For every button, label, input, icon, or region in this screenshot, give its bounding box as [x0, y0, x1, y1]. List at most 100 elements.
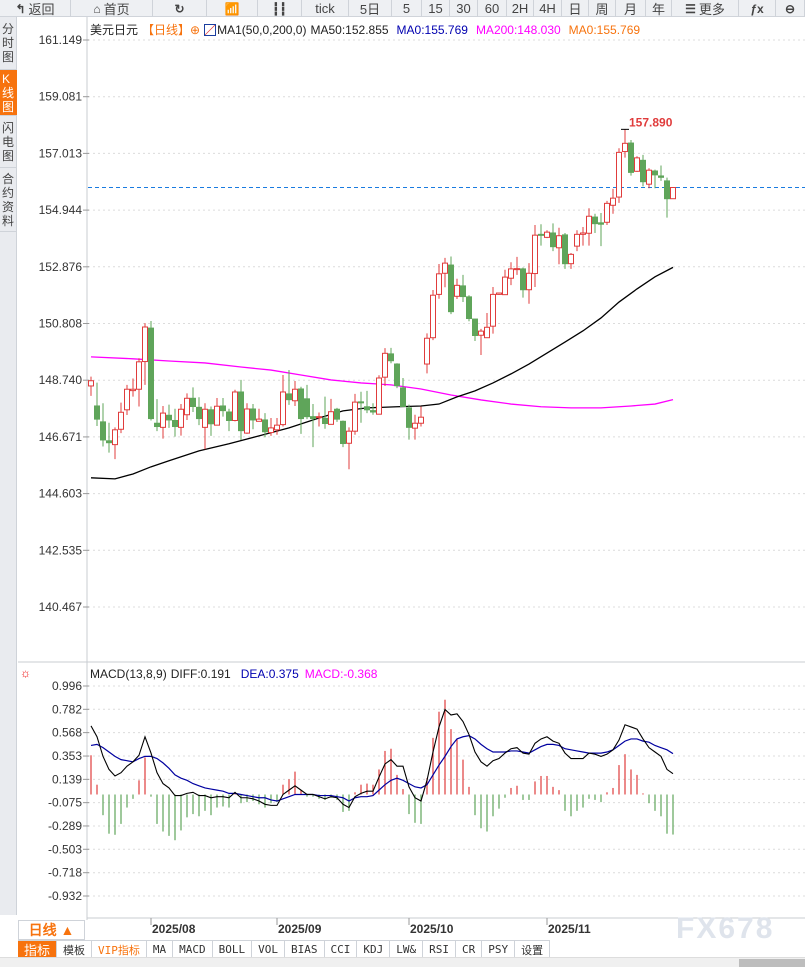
candle: [334, 407, 340, 422]
candle-body: [394, 363, 400, 387]
toolbar-button-tick[interactable]: tick: [302, 0, 349, 17]
price-tick-label: 146.671: [39, 430, 83, 444]
price-tick-label: 142.535: [39, 543, 83, 557]
candle-body: [112, 429, 118, 446]
candle-body: [586, 215, 592, 234]
candle: [484, 313, 490, 339]
toolbar-button-周[interactable]: 周: [589, 0, 616, 17]
candle: [514, 256, 520, 275]
toolbar-button-年[interactable]: 年: [646, 0, 672, 17]
indicator-tab[interactable]: LW&: [390, 941, 424, 958]
candle: [538, 224, 544, 246]
sidebar-tab[interactable]: K线图: [0, 70, 17, 116]
candle: [148, 320, 154, 421]
indicator-tab[interactable]: VIP指标: [92, 941, 147, 958]
indicator-tab[interactable]: BOLL: [213, 941, 253, 958]
candle: [472, 318, 478, 341]
indicator-tab[interactable]: 设置: [515, 941, 551, 958]
candle: [142, 323, 148, 385]
candle: [526, 263, 532, 304]
candle: [94, 382, 100, 426]
candle: [376, 375, 382, 415]
toolbar-button-更多[interactable]: ☰ 更多: [672, 0, 739, 17]
candle: [610, 188, 616, 214]
toolbar-button-candlestick[interactable]: ┇┇: [258, 0, 302, 17]
toolbar-button-返回[interactable]: ↰ 返回: [0, 0, 71, 17]
toolbar-button-indicator-chart[interactable]: 📶: [207, 0, 258, 17]
sidebar-tab[interactable]: 分时图: [0, 17, 17, 70]
date-tick-label: 2025/09: [278, 922, 322, 936]
sidebar-tab[interactable]: 闪电图: [0, 116, 17, 168]
candle: [652, 169, 658, 189]
candle-body: [322, 417, 328, 425]
price-tick-label: 150.808: [39, 317, 83, 331]
indicator-tab[interactable]: RSI: [423, 941, 457, 958]
toolbar-button-15[interactable]: 15: [422, 0, 450, 17]
indicator-tab[interactable]: MACD: [173, 941, 213, 958]
indicator-tab[interactable]: PSY: [482, 941, 516, 958]
indicator-tab[interactable]: CR: [456, 941, 483, 958]
candle-body: [376, 377, 382, 415]
scrollbar-thumb[interactable]: [739, 959, 805, 967]
period-add-icon[interactable]: ⊕: [190, 22, 201, 37]
indicator-tab[interactable]: CCI: [325, 941, 358, 958]
toolbar-button-zoom[interactable]: ⊖: [776, 0, 805, 17]
candle-body: [580, 232, 586, 235]
period-selector[interactable]: 日线 ▲: [18, 920, 85, 940]
period-label: 【日线】: [142, 23, 191, 37]
candle-body: [262, 419, 268, 433]
candle: [562, 232, 568, 269]
toolbar-button-refresh[interactable]: ↻: [153, 0, 207, 17]
candle: [364, 390, 370, 414]
toolbar-button-首页[interactable]: ⌂ 首页: [71, 0, 153, 17]
date-tick-label: 2025/08: [152, 922, 196, 936]
indicator-tab[interactable]: MA: [147, 941, 174, 958]
toolbar-button-4H[interactable]: 4H: [534, 0, 562, 17]
candle-body: [532, 234, 538, 275]
toolbar-button-2H[interactable]: 2H: [507, 0, 534, 17]
horizontal-scrollbar[interactable]: [0, 957, 805, 967]
ma50-line: [90, 266, 674, 480]
candle-body: [238, 391, 244, 432]
macd-settings-icon[interactable]: ☼: [20, 666, 31, 680]
toolbar-label: 15: [428, 1, 443, 16]
candle: [568, 252, 574, 269]
toolbar-button-30[interactable]: 30: [450, 0, 478, 17]
candle-body: [184, 397, 190, 416]
toolbar-button-5日[interactable]: 5日: [349, 0, 392, 17]
indicator-tab[interactable]: 模板: [57, 941, 93, 958]
ma-settings-icon[interactable]: [204, 23, 217, 36]
indicator-tab[interactable]: KDJ: [357, 941, 391, 958]
candle: [634, 156, 640, 172]
candle: [106, 422, 112, 453]
toolbar-button-fx[interactable]: ƒx: [739, 0, 776, 17]
ma200-line: [90, 356, 674, 409]
menu-icon: ☰: [685, 1, 696, 16]
toolbar-button-5[interactable]: 5: [392, 0, 422, 17]
candle: [664, 177, 670, 218]
candle: [454, 278, 460, 300]
candle: [508, 262, 514, 286]
indicator-tab[interactable]: 指标: [18, 941, 58, 958]
toolbar-button-日[interactable]: 日: [562, 0, 589, 17]
candle-body: [664, 180, 670, 200]
toolbar: ↰ 返回 ⌂ 首页 ↻ 📶 ┇┇ tick 5日 5 15 30 60 2H 4H 日周月年 ☰ 更多 ƒx ⊖: [0, 0, 805, 17]
macd-tick-label: 0.353: [52, 749, 82, 763]
sidebar-tab[interactable]: 合约资料: [0, 168, 17, 232]
macd-tick-label: -0.718: [48, 866, 82, 880]
price-tick-label: 161.149: [39, 33, 83, 47]
candle-body: [226, 411, 232, 421]
indicator-tab[interactable]: VOL: [252, 941, 286, 958]
indicator-tab[interactable]: BIAS: [285, 941, 325, 958]
candle: [616, 148, 622, 203]
candle: [226, 408, 232, 432]
toolbar-button-60[interactable]: 60: [478, 0, 507, 17]
candle-body: [568, 253, 574, 265]
toolbar-label: 年: [651, 2, 665, 17]
candle-body: [634, 157, 640, 172]
toolbar-label: 60: [484, 1, 500, 16]
candle: [136, 358, 142, 407]
toolbar-button-月[interactable]: 月: [616, 0, 646, 17]
price-tick-label: 148.740: [39, 373, 83, 387]
